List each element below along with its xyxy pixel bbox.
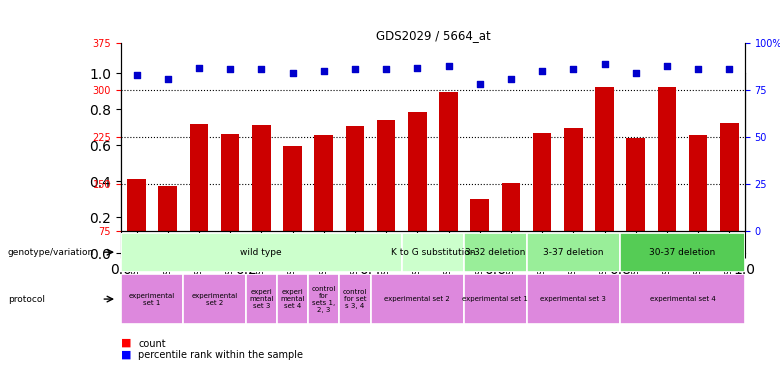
Bar	[564, 128, 583, 231]
Point	[130, 72, 143, 78]
Bar	[526, 232, 620, 272]
Point	[505, 76, 517, 82]
Point	[317, 68, 330, 74]
Text: percentile rank within the sample: percentile rank within the sample	[138, 350, 303, 360]
Text: experimental
set 2: experimental set 2	[191, 292, 238, 306]
Text: 3-37 deletion: 3-37 deletion	[543, 248, 604, 256]
Bar	[283, 146, 302, 231]
Bar	[183, 274, 246, 324]
Point	[224, 66, 236, 72]
Bar	[620, 274, 745, 324]
Bar	[277, 274, 308, 324]
Point	[161, 76, 174, 82]
Bar	[402, 232, 464, 272]
Bar	[502, 183, 520, 231]
Bar	[346, 126, 364, 231]
Bar	[314, 135, 333, 231]
Bar	[464, 274, 526, 324]
Bar	[464, 232, 526, 272]
Point	[193, 64, 205, 70]
Bar	[620, 232, 745, 272]
Text: 30-37 deletion: 30-37 deletion	[650, 248, 715, 256]
Bar	[308, 274, 339, 324]
Bar	[127, 179, 146, 231]
Bar	[689, 135, 707, 231]
Bar	[595, 87, 614, 231]
Bar	[439, 92, 458, 231]
Text: control
for set
s 3, 4: control for set s 3, 4	[342, 289, 367, 309]
Bar	[526, 274, 620, 324]
Point	[255, 66, 268, 72]
Text: count: count	[138, 339, 165, 349]
Bar	[533, 132, 551, 231]
Bar	[470, 200, 489, 231]
Bar	[190, 124, 208, 231]
Point	[411, 64, 424, 70]
Bar	[339, 274, 370, 324]
Text: control
for
sets 1,
2, 3: control for sets 1, 2, 3	[311, 286, 336, 313]
Point	[380, 66, 392, 72]
Text: ■: ■	[121, 338, 131, 348]
Bar	[377, 120, 395, 231]
Point	[536, 68, 548, 74]
Text: experi
mental
set 4: experi mental set 4	[280, 289, 305, 309]
Point	[567, 66, 580, 72]
Text: wild type: wild type	[240, 248, 282, 256]
Text: experimental set 3: experimental set 3	[541, 296, 606, 302]
Bar	[658, 87, 676, 231]
Bar	[246, 274, 277, 324]
Point	[349, 66, 361, 72]
Bar	[252, 125, 271, 231]
Bar	[158, 186, 177, 231]
Bar	[408, 112, 427, 231]
Point	[286, 70, 299, 76]
Text: experimental
set 1: experimental set 1	[129, 292, 176, 306]
Text: protocol: protocol	[8, 295, 44, 304]
Point	[723, 66, 736, 72]
Point	[692, 66, 704, 72]
Bar	[720, 123, 739, 231]
Point	[442, 63, 455, 69]
Text: experimental set 2: experimental set 2	[385, 296, 450, 302]
Text: K to G substitution: K to G substitution	[391, 248, 475, 256]
Point	[598, 61, 611, 67]
Text: genotype/variation: genotype/variation	[8, 248, 94, 256]
Text: ■: ■	[121, 350, 131, 359]
Title: GDS2029 / 5664_at: GDS2029 / 5664_at	[375, 29, 491, 42]
Text: experi
mental
set 3: experi mental set 3	[249, 289, 274, 309]
Point	[661, 63, 673, 69]
Text: experimental set 4: experimental set 4	[650, 296, 715, 302]
Bar	[121, 232, 402, 272]
Point	[629, 70, 642, 76]
Text: experimental set 1: experimental set 1	[463, 296, 528, 302]
Bar	[370, 274, 464, 324]
Bar	[626, 138, 645, 231]
Text: 3-32 deletion: 3-32 deletion	[465, 248, 526, 256]
Point	[473, 81, 486, 87]
Bar	[121, 274, 183, 324]
Bar	[221, 134, 239, 231]
